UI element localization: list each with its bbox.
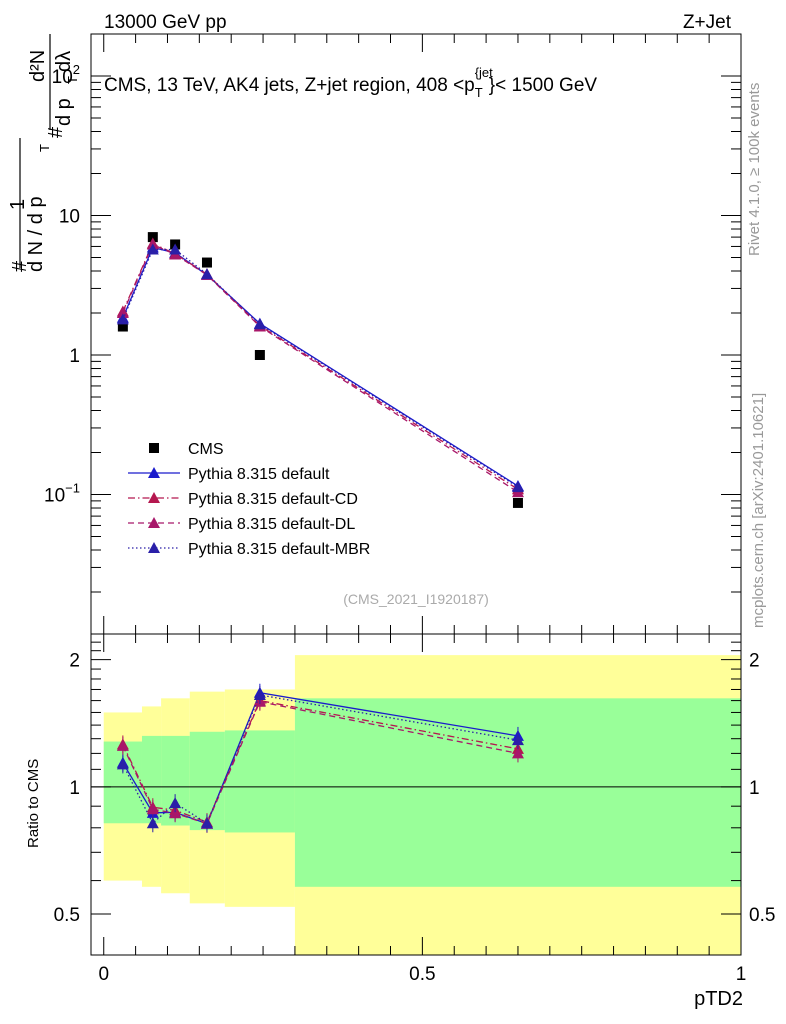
ratio-y-tick-label: 2 [69, 651, 80, 672]
legend-marker [148, 492, 160, 503]
ratio-y-tick-label-right: 2 [749, 651, 760, 672]
main-series-pythia-8-315-default-mbr [116, 243, 524, 493]
ratio-series-marker [169, 807, 182, 819]
main-series-marker [116, 313, 129, 325]
title-suffix: < 1500 GeV [495, 75, 597, 96]
uncertainty-band-green [141, 735, 162, 824]
title-prefix: CMS, 13 TeV, AK4 jets, Z+jet region, 408… [104, 75, 475, 96]
ylabel-dpt: d p [53, 98, 75, 126]
x-axis-label: pTD2 [694, 988, 743, 1010]
main-title: CMS, 13 TeV, AK4 jets, Z+jet region, 408… [104, 65, 597, 100]
ratio-frame [90, 633, 742, 956]
main-y-tick-label: 10−1 [44, 480, 80, 506]
ratio-series-line [122, 692, 519, 825]
uncertainty-band-green [294, 698, 741, 887]
main-y-tick-label: 1 [69, 346, 80, 367]
ratio-x-tick-label: 0.5 [409, 964, 435, 985]
ratio-y-ticks: 0.5 0.5 1 1 2 2 [54, 633, 775, 956]
legend-entry-pythia-8-315-default-dl: Pythia 8.315 default-DL [128, 516, 355, 533]
ylabel-d2N: d²N [27, 50, 49, 82]
main-series-marker [146, 243, 159, 255]
ratio-series-marker [146, 817, 159, 829]
ylabel-T: T [37, 144, 52, 152]
ratio-series-pythia-8-315-default-mbr [116, 685, 524, 833]
ratio-y-tick-label: 1 [69, 778, 80, 799]
ratio-series-marker [169, 797, 182, 809]
main-x-ticks [103, 34, 742, 634]
ratio-series-line [122, 694, 519, 825]
main-series-marker [511, 481, 524, 493]
main-series-marker [200, 268, 213, 280]
cms-data-point [512, 497, 523, 508]
ylabel-dlam: dλ [53, 51, 75, 72]
legend-marker [149, 443, 159, 453]
main-y-ticks: 10−1 1 10 102 [44, 33, 741, 635]
main-plot-content [116, 232, 524, 508]
ratio-x-ticks: 0 0.5 1 [98, 634, 746, 985]
legend-label: Pythia 8.315 default-MBR [188, 541, 370, 558]
ratio-plot-content [91, 655, 741, 955]
ratio-x-tick-label: 1 [736, 964, 747, 985]
main-series-pythia-8-315-default [116, 241, 524, 492]
legend-marker [148, 517, 160, 528]
ratio-series-marker [200, 817, 213, 829]
cms-data-point [147, 232, 158, 243]
main-y-tick-label: 102 [52, 62, 80, 88]
ylabel-T2: T [65, 76, 80, 84]
main-series-line [122, 242, 519, 490]
main-series-line [122, 243, 519, 493]
legend-entry-pythia-8-315-default: Pythia 8.315 default [128, 466, 330, 483]
legend-marker [148, 542, 160, 553]
rivet-label: Rivet 4.1.0, ≥ 100k events [746, 83, 763, 256]
ylabel-one: 1 [7, 199, 29, 210]
header-left: 13000 GeV pp [104, 12, 227, 33]
ratio-series-marker [511, 734, 524, 746]
ylabel-hash2: # [45, 126, 67, 138]
main-series-marker [169, 243, 182, 255]
main-panel: 10−1 1 10 102 CMS, 13 TeV, AK4 jets, Z+jet … [44, 33, 742, 635]
mcplots-label: mcplots.cern.ch [arXiv:2401.10621] [750, 393, 767, 628]
ratio-ylabel: Ratio to CMS [25, 759, 42, 848]
title-sup-close: } [489, 75, 495, 96]
ratio-panel: 0.5 0.51 12 2 0 0.5 1 Ratio to CMS pTD2 [25, 633, 775, 1010]
ratio-y-tick-label-right: 0.5 [749, 905, 775, 926]
cms-data-point [117, 321, 128, 332]
legend-label: CMS [188, 441, 224, 458]
ratio-y-tick-label: 0.5 [54, 905, 80, 926]
uncertainty-band-green [224, 730, 295, 833]
analysis-watermark: (CMS_2021_I1920187) [343, 591, 489, 607]
main-ylabel: # 1 d N / d p T # d²N d p T dλ [7, 34, 80, 272]
ylabel-dN: d N / d p [25, 196, 47, 272]
legend-label: Pythia 8.315 default-CD [188, 491, 358, 508]
legend-entry-pythia-8-315-default-cd: Pythia 8.315 default-CD [128, 491, 358, 508]
legend-entry-cms: CMS [149, 441, 224, 458]
title-sup: {jet [475, 65, 493, 80]
ratio-series-marker [253, 688, 266, 700]
legend-label: Pythia 8.315 default-DL [188, 516, 355, 533]
main-series-pythia-8-315-default-dl [116, 238, 524, 498]
main-series-marker [253, 318, 266, 330]
ratio-series-marker [116, 758, 129, 770]
header-right: Z+Jet [683, 12, 732, 33]
ratio-series-marker [116, 739, 129, 751]
legend-label: Pythia 8.315 default [188, 466, 330, 483]
cms-data-point [201, 257, 212, 268]
title-sub: T [475, 85, 483, 100]
main-y-tick-label: 10 [59, 206, 80, 227]
legend-entry-pythia-8-315-default-mbr: Pythia 8.315 default-MBR [128, 541, 370, 558]
legend: CMS Pythia 8.315 default Pythia 8.315 defa… [128, 441, 370, 558]
legend-marker [148, 467, 160, 478]
main-series-line [122, 246, 519, 487]
ratio-series-marker [511, 747, 524, 759]
ratio-x-tick-label: 0 [98, 964, 109, 985]
ratio-series-marker [146, 803, 159, 815]
cms-data-point [254, 349, 265, 360]
main-series-marker [116, 307, 129, 319]
ratio-series-line [122, 701, 519, 825]
ratio-y-tick-label-right: 1 [749, 778, 760, 799]
